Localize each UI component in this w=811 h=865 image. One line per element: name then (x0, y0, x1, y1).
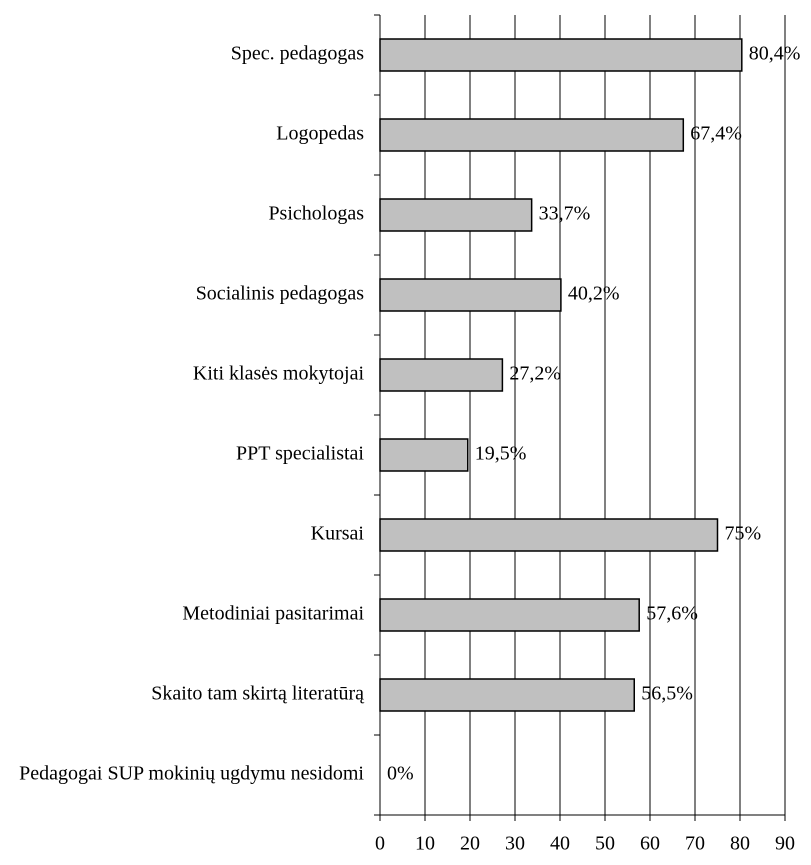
x-tick-label: 70 (685, 833, 705, 855)
value-label: 75% (725, 523, 762, 545)
bar (379, 38, 743, 72)
y-tick-label: Skaito tam skirtą literatūrą (151, 683, 365, 705)
value-label: 57,6% (646, 603, 698, 625)
bar (379, 598, 640, 632)
y-tick-label: Logopedas (276, 123, 364, 145)
x-tick-label: 90 (775, 833, 795, 855)
bar (379, 678, 635, 712)
value-label: 33,7% (539, 203, 591, 225)
y-tick-label: Spec. pedagogas (231, 43, 365, 65)
value-label: 0% (387, 763, 414, 785)
x-tick-label: 20 (460, 833, 480, 855)
x-tick-label: 0 (375, 833, 385, 855)
value-label: 67,4% (690, 123, 742, 145)
bar (379, 278, 562, 312)
value-label: 40,2% (568, 283, 620, 305)
value-label: 80,4% (749, 43, 801, 65)
x-tick-label: 80 (730, 833, 750, 855)
y-tick-label: Kiti klasės mokytojai (193, 363, 365, 385)
y-tick-label: Socialinis pedagogas (196, 283, 365, 305)
value-label: 56,5% (641, 683, 693, 705)
y-tick-label: PPT specialistai (236, 443, 364, 465)
value-label: 27,2% (509, 363, 561, 385)
bar (379, 438, 469, 472)
bar (379, 118, 685, 152)
x-tick-label: 60 (640, 833, 660, 855)
x-tick-label: 40 (550, 833, 570, 855)
y-tick-label: Metodiniai pasitarimai (182, 603, 364, 625)
x-tick-label: 30 (505, 833, 525, 855)
bar (379, 518, 719, 552)
y-tick-label: Kursai (311, 523, 365, 545)
bar (379, 198, 533, 232)
y-tick-label: Psichologas (268, 203, 364, 225)
x-tick-label: 50 (595, 833, 615, 855)
value-label: 19,5% (475, 443, 527, 465)
bar (379, 358, 504, 392)
x-tick-label: 10 (415, 833, 435, 855)
y-tick-label: Pedagogai SUP mokinių ugdymu nesidomi (19, 763, 364, 785)
